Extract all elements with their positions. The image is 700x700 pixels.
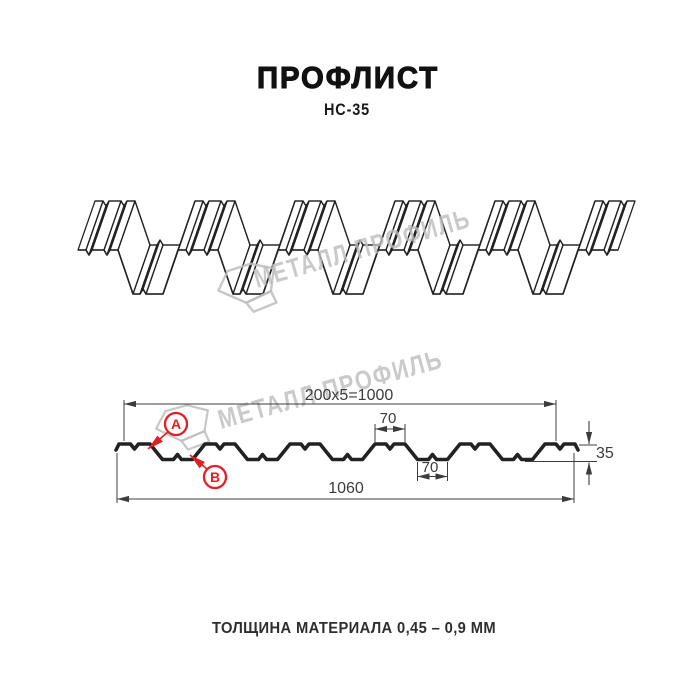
page-title: ПРОФЛИСТ <box>257 60 439 95</box>
dimension-profile-height: 35 <box>525 421 614 485</box>
dimension-label: 200x5=1000 <box>305 387 394 404</box>
dimension-valley-flat: 70 <box>417 459 448 481</box>
watermark-bottom: МЕТАЛЛ ПРОФИЛЬ <box>155 344 446 451</box>
dimension-label: 70 <box>380 410 397 427</box>
callout-circle <box>163 411 189 437</box>
profile-3d-view <box>77 200 636 295</box>
brand-logo-icon <box>155 404 211 451</box>
dimension-crest-flat: 70 <box>374 410 406 442</box>
brand-logo-icon <box>217 262 278 313</box>
dimension-label: 70 <box>422 459 439 476</box>
callout-letter: A <box>171 416 181 432</box>
profile-cross-section <box>114 442 580 462</box>
callout-letter: B <box>210 469 220 485</box>
dimension-label: 35 <box>596 445 614 462</box>
material-thickness-note: ТОЛЩИНА МАТЕРИАЛА 0,45 – 0,9 ММ <box>212 620 496 637</box>
callout-marker-a: A <box>147 411 189 450</box>
callout-circle <box>202 464 228 490</box>
dimension-label: 1060 <box>328 480 364 497</box>
callout-marker-b: B <box>189 454 228 490</box>
page-subtitle: НС-35 <box>324 100 370 119</box>
dimension-module-width: 200x5=1000 <box>123 387 557 441</box>
